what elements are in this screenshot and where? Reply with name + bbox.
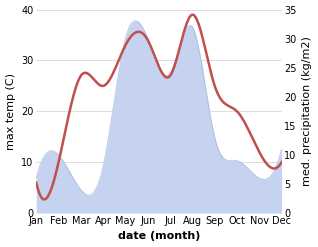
Y-axis label: med. precipitation (kg/m2): med. precipitation (kg/m2) <box>302 36 313 186</box>
X-axis label: date (month): date (month) <box>118 231 200 242</box>
Y-axis label: max temp (C): max temp (C) <box>5 73 16 150</box>
